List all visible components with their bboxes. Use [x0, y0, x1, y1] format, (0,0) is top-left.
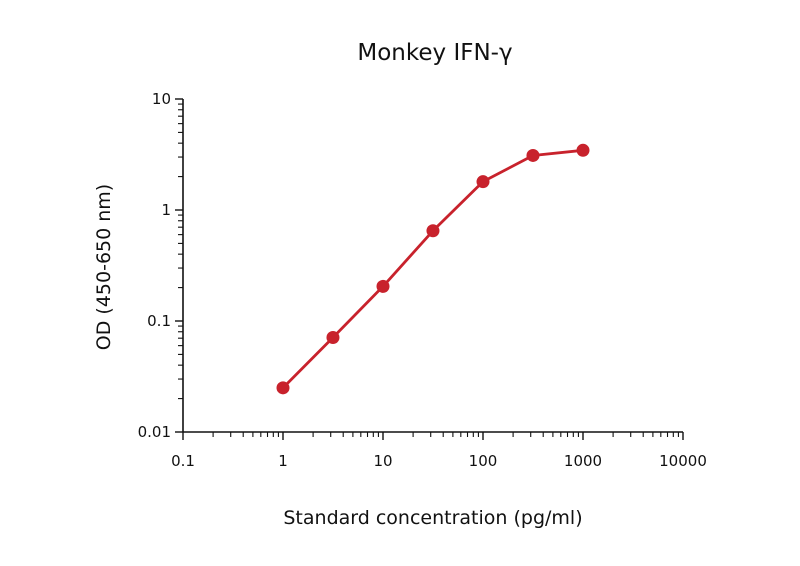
- x-tick-label: 10000: [659, 452, 707, 470]
- x-tick-label: 0.1: [171, 452, 195, 470]
- y-tick-label: 0.1: [147, 312, 171, 330]
- axes: [182, 99, 683, 433]
- x-axis-label: Standard concentration (pg/ml): [283, 507, 582, 529]
- data-point: [376, 279, 390, 293]
- data-point: [576, 143, 590, 157]
- x-tick-label: 10: [373, 452, 392, 470]
- data-point: [426, 224, 440, 238]
- data-point: [476, 175, 490, 189]
- y-tick-label: 1: [161, 201, 171, 219]
- x-tick-label: 1000: [564, 452, 602, 470]
- x-tick-label: 1: [278, 452, 288, 470]
- data-point: [526, 148, 540, 162]
- series-group: [276, 143, 590, 395]
- data-point: [276, 381, 290, 395]
- chart-title: Monkey IFN-γ: [357, 40, 512, 66]
- y-tick-label: 10: [152, 90, 171, 108]
- y-axis-label: OD (450-650 nm): [93, 184, 115, 350]
- y-tick-label: 0.01: [138, 423, 171, 441]
- x-tick-label: 100: [469, 452, 498, 470]
- series-line: [282, 148, 584, 389]
- data-point: [326, 331, 340, 345]
